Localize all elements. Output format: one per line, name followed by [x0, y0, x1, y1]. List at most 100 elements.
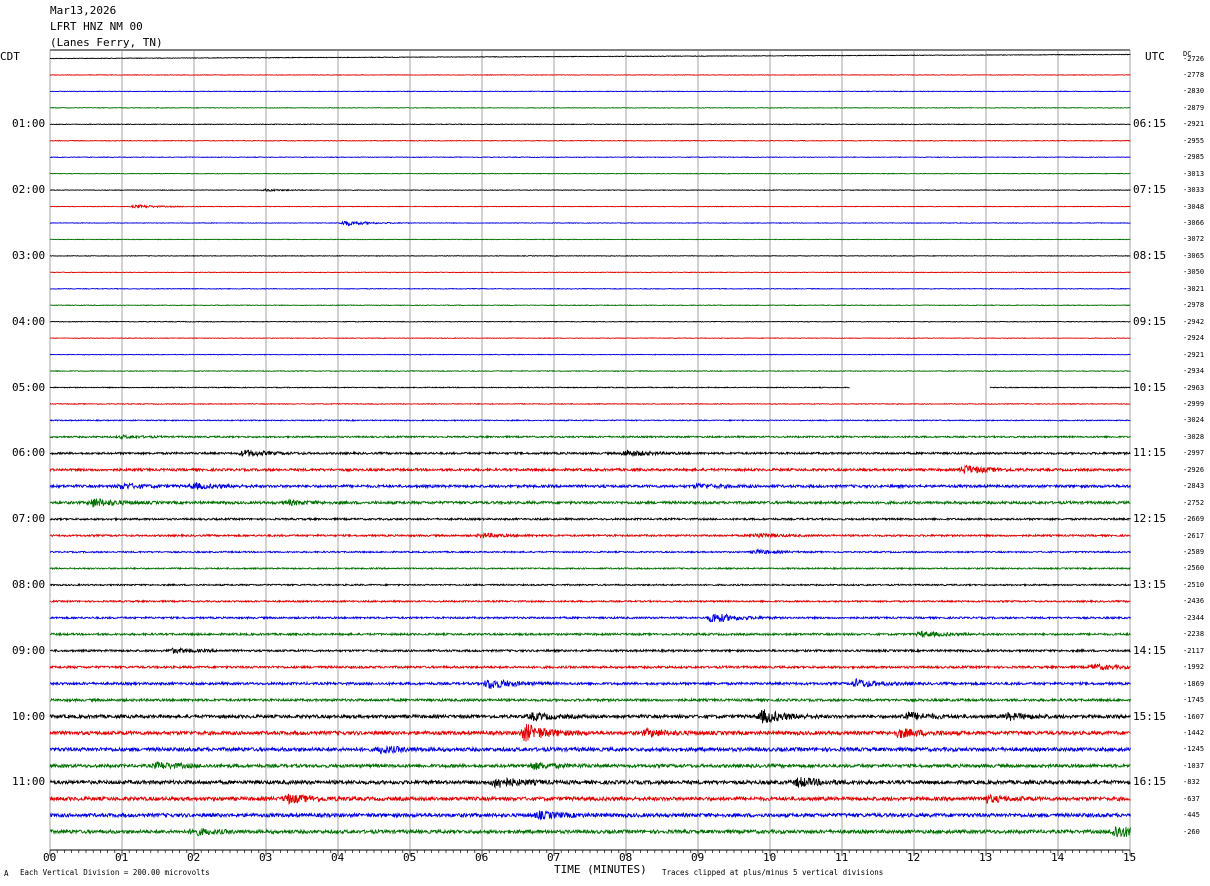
dc-offset-label: -2726	[1183, 54, 1205, 63]
left-hour-label: 05:00	[12, 380, 46, 394]
x-tick-label: 09	[691, 851, 705, 864]
dc-offset-label: -3024	[1183, 416, 1205, 425]
x-tick-label: 13	[979, 851, 993, 864]
left-hour-label: 08:00	[12, 577, 46, 591]
dc-offset-label: -2117	[1183, 646, 1205, 655]
header-location: (Lanes Ferry, TN)	[50, 36, 163, 49]
header-date: Mar13,2026	[50, 4, 117, 17]
right-timezone-label: UTC	[1145, 50, 1165, 63]
trace-line	[49, 646, 1131, 654]
trace-line	[49, 220, 1131, 227]
trace-line	[49, 449, 1131, 458]
x-tick-label: 04	[331, 851, 345, 864]
dc-offset-label: -2560	[1183, 564, 1205, 573]
dc-offset-label: -2921	[1183, 350, 1205, 359]
trace-line	[49, 271, 1131, 274]
dc-offset-label: -2752	[1183, 498, 1205, 507]
dc-offset-label: -2617	[1183, 531, 1205, 540]
trace-line	[49, 566, 1131, 571]
dc-offset-label: -1607	[1183, 712, 1205, 721]
trace-line	[49, 777, 1131, 789]
left-hour-label: 04:00	[12, 314, 46, 328]
trace-line	[49, 106, 1131, 109]
x-tick-label: 02	[187, 851, 201, 864]
right-hour-label: 10:15	[1133, 380, 1167, 394]
right-hour-label: 14:15	[1133, 643, 1167, 657]
right-hour-label: 12:15	[1133, 512, 1167, 526]
left-hour-label: 11:00	[12, 775, 46, 789]
dc-offset-label: -3033	[1183, 186, 1205, 195]
trace-line	[50, 287, 1131, 290]
dc-offset-label: -3028	[1183, 432, 1205, 441]
trace-line	[49, 810, 1131, 821]
dc-offset-label: -3072	[1183, 235, 1205, 244]
dc-offset-label: -2921	[1183, 120, 1205, 129]
x-tick-label: 01	[115, 851, 129, 864]
dc-offset-label: -3050	[1183, 268, 1205, 277]
trace-line	[49, 663, 1131, 671]
dc-offset-label: -2997	[1183, 449, 1205, 458]
trace-line	[49, 353, 1131, 356]
x-tick-label: 10	[763, 851, 777, 864]
trace-line	[49, 481, 1131, 490]
x-tick-label: 12	[907, 851, 921, 864]
dc-offset-label: -2778	[1183, 70, 1205, 79]
dc-offset-label: -2510	[1183, 580, 1205, 589]
dc-offset-label: -3065	[1183, 251, 1205, 260]
trace-line	[49, 826, 1131, 838]
trace-line	[50, 156, 1131, 159]
trace-line	[49, 723, 1131, 742]
right-hour-label: 16:15	[1133, 775, 1167, 789]
trace-line	[49, 464, 1131, 474]
dc-offset-label: -445	[1183, 811, 1200, 820]
left-hour-label: 02:00	[12, 183, 46, 197]
dc-offset-label: -832	[1183, 778, 1200, 787]
x-tick-label: 14	[1051, 851, 1065, 864]
dc-offset-label: -1245	[1183, 745, 1205, 754]
left-hour-label: 03:00	[12, 248, 46, 262]
x-tick-label: 15	[1123, 851, 1137, 864]
left-hour-label: 06:00	[12, 446, 46, 460]
dc-offset-label: -2926	[1183, 465, 1205, 474]
trace-line	[49, 254, 1131, 257]
x-tick-label: 07	[547, 851, 561, 864]
dc-offset-label: -1442	[1183, 728, 1205, 737]
dc-offset-label: -2924	[1183, 334, 1205, 343]
trace-line	[49, 599, 1131, 604]
dc-offset-label: -1037	[1183, 761, 1205, 770]
dc-label: DC	[1183, 50, 1192, 58]
dc-offset-label: -2999	[1183, 399, 1205, 408]
trace-line	[49, 497, 1131, 508]
trace-line	[49, 516, 1131, 522]
right-hour-label: 13:15	[1133, 577, 1167, 591]
left-hour-label: 01:00	[12, 117, 46, 131]
trace-line	[49, 532, 1131, 539]
trace-line	[49, 74, 1131, 76]
trace-line	[49, 123, 1131, 126]
x-tick-label: 05	[403, 851, 417, 864]
trace-line	[49, 203, 1131, 209]
trace-line	[49, 709, 1131, 724]
dc-offset-label: -2344	[1183, 613, 1205, 622]
dc-offset-label: -2843	[1183, 482, 1205, 491]
x-axis-title: TIME (MINUTES)	[554, 863, 647, 876]
trace-line	[49, 238, 1131, 241]
dc-offset-label: -2589	[1183, 548, 1205, 556]
left-hour-label: 07:00	[12, 512, 46, 526]
dc-offset-label: -1745	[1183, 696, 1205, 705]
dc-offset-label: -260	[1183, 827, 1200, 836]
dc-offset-label: -3066	[1183, 219, 1205, 227]
trace-line	[49, 337, 1131, 340]
trace-line	[50, 697, 1131, 703]
dc-offset-label: -2879	[1183, 103, 1205, 112]
dc-offset-label: -637	[1183, 794, 1200, 803]
clip-note: Traces clipped at plus/minus 5 vertical …	[662, 868, 884, 877]
corner-mark: A	[4, 869, 9, 878]
dc-offset-label: -2955	[1183, 136, 1205, 145]
dc-offset-label: -2436	[1183, 597, 1205, 606]
dc-offset-label: -2830	[1183, 87, 1205, 96]
trace-line	[49, 761, 1131, 771]
trace-line	[49, 582, 1131, 587]
trace-line	[49, 53, 1131, 60]
